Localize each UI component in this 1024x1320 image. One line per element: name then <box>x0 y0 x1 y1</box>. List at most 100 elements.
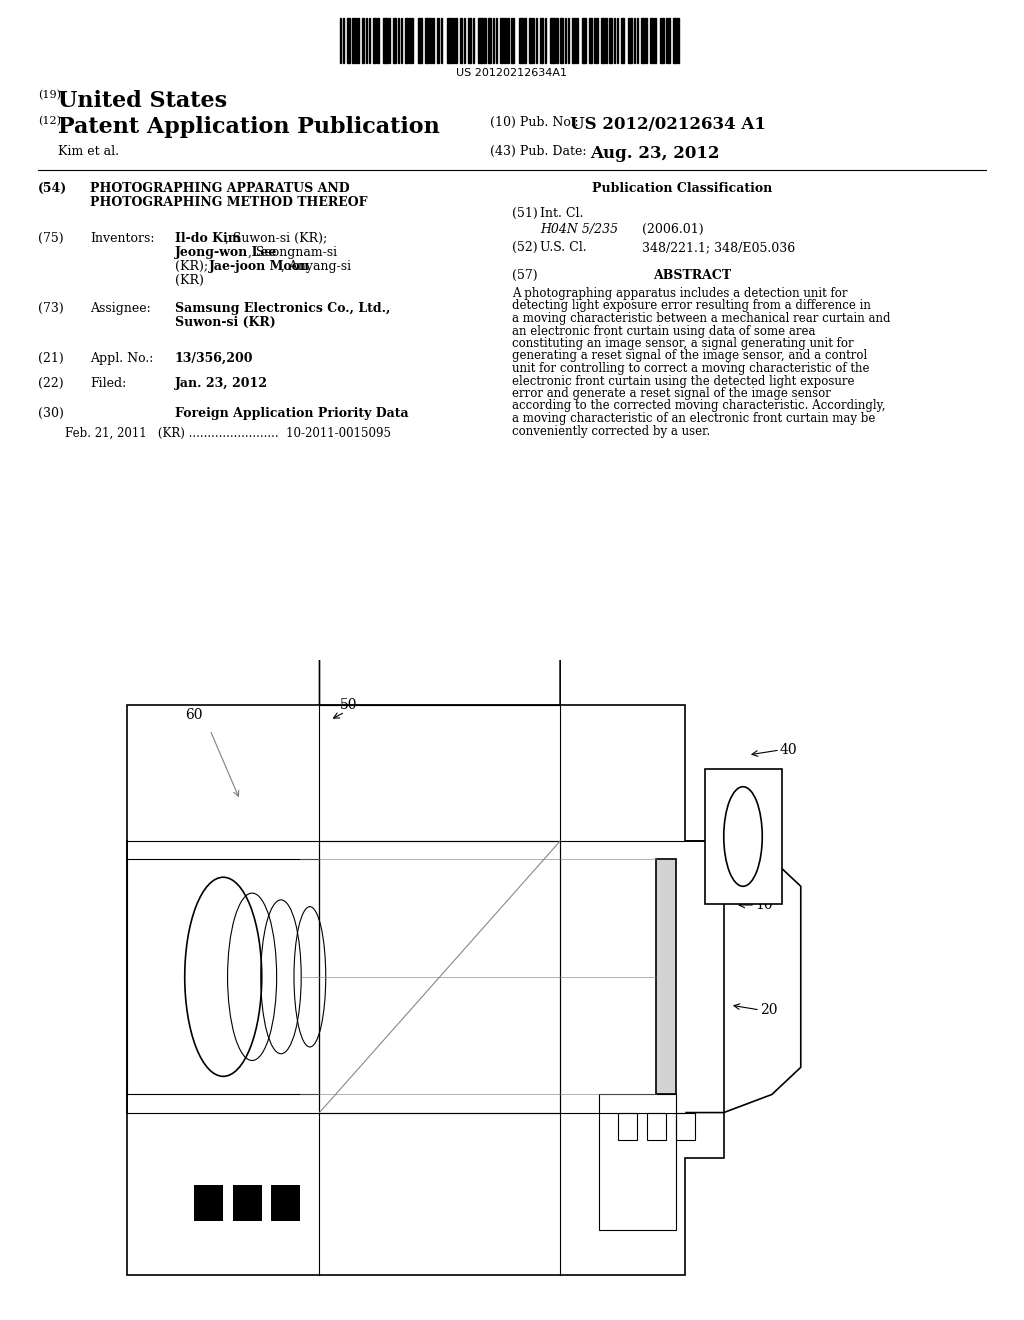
Bar <box>545 18 546 63</box>
Bar <box>383 18 387 63</box>
Text: Inventors:: Inventors: <box>90 232 155 246</box>
Text: Il-do Kim: Il-do Kim <box>175 232 241 246</box>
Bar <box>436 18 439 63</box>
Text: 348/221.1; 348/E05.036: 348/221.1; 348/E05.036 <box>642 242 796 253</box>
Text: unit for controlling to correct a moving characteristic of the: unit for controlling to correct a moving… <box>512 362 869 375</box>
Bar <box>453 18 454 63</box>
Text: (73): (73) <box>38 302 63 315</box>
Bar <box>673 18 676 63</box>
Bar <box>446 18 451 63</box>
Bar <box>425 18 428 63</box>
Text: according to the corrected moving characteristic. Accordingly,: according to the corrected moving charac… <box>512 400 886 412</box>
Text: Foreign Application Priority Data: Foreign Application Priority Data <box>175 407 409 420</box>
Bar <box>656 859 676 1094</box>
Text: 10: 10 <box>755 898 773 912</box>
Bar <box>541 18 543 63</box>
Bar <box>484 18 485 63</box>
Bar <box>628 18 633 63</box>
Bar <box>468 18 471 63</box>
Bar <box>432 18 433 63</box>
Bar <box>536 18 538 63</box>
Bar <box>500 18 503 63</box>
Text: (2006.01): (2006.01) <box>642 223 703 236</box>
Text: Publication Classification: Publication Classification <box>592 182 772 195</box>
Bar <box>637 18 638 63</box>
Text: Samsung Electronics Co., Ltd.,: Samsung Electronics Co., Ltd., <box>175 302 390 315</box>
Bar <box>599 1094 676 1230</box>
Text: 60: 60 <box>185 708 203 722</box>
Bar <box>378 18 379 63</box>
Text: Jan. 23, 2012: Jan. 23, 2012 <box>175 378 268 389</box>
Bar <box>616 18 618 63</box>
Bar <box>654 18 655 63</box>
Text: generating a reset signal of the image sensor, and a control: generating a reset signal of the image s… <box>512 350 867 363</box>
Text: (21): (21) <box>38 352 63 366</box>
Text: Kim et al.: Kim et al. <box>58 145 119 158</box>
Bar <box>347 18 350 63</box>
Bar <box>518 18 523 63</box>
Text: Feb. 21, 2011   (KR) ........................  10-2011-0015095: Feb. 21, 2011 (KR) .....................… <box>65 426 391 440</box>
Text: (19): (19) <box>38 90 61 100</box>
Text: a moving characteristic of an electronic front curtain may be: a moving characteristic of an electronic… <box>512 412 876 425</box>
Bar <box>429 18 431 63</box>
Bar <box>621 18 624 63</box>
Bar <box>659 18 665 63</box>
Text: a moving characteristic between a mechanical rear curtain and: a moving characteristic between a mechan… <box>512 312 891 325</box>
Text: (75): (75) <box>38 232 63 246</box>
Text: 13/356,200: 13/356,200 <box>175 352 254 366</box>
Bar <box>493 18 495 63</box>
Bar <box>343 18 344 63</box>
Bar <box>478 18 482 63</box>
Bar <box>589 18 592 63</box>
Text: Jae-joon Moon: Jae-joon Moon <box>209 260 309 273</box>
Text: an electronic front curtain using data of some area: an electronic front curtain using data o… <box>512 325 815 338</box>
Text: (51): (51) <box>512 207 538 220</box>
Text: Assignee:: Assignee: <box>90 302 151 315</box>
Text: (KR);: (KR); <box>175 260 212 273</box>
Bar <box>556 18 557 63</box>
Bar <box>389 18 390 63</box>
Bar <box>601 18 603 63</box>
Text: U.S. Cl.: U.S. Cl. <box>540 242 587 253</box>
Text: (43) Pub. Date:: (43) Pub. Date: <box>490 145 587 158</box>
Bar <box>232 1185 262 1221</box>
Text: Jeong-won Lee: Jeong-won Lee <box>175 246 278 259</box>
Bar <box>567 18 569 63</box>
Text: constituting an image sensor, a signal generating unit for: constituting an image sensor, a signal g… <box>512 337 854 350</box>
Bar <box>366 18 368 63</box>
Text: (10) Pub. No.:: (10) Pub. No.: <box>490 116 579 129</box>
Bar <box>650 18 652 63</box>
Bar <box>641 18 644 63</box>
Text: Patent Application Publication: Patent Application Publication <box>58 116 439 139</box>
Text: Suwon-si (KR): Suwon-si (KR) <box>175 315 275 329</box>
Bar <box>669 18 670 63</box>
Text: ABSTRACT: ABSTRACT <box>653 269 731 282</box>
Bar <box>504 18 506 63</box>
Bar <box>488 18 492 63</box>
Bar <box>400 18 402 63</box>
Bar <box>511 18 514 63</box>
Bar <box>565 18 566 63</box>
Text: error and generate a reset signal of the image sensor: error and generate a reset signal of the… <box>512 387 830 400</box>
Bar <box>460 18 463 63</box>
Text: United States: United States <box>58 90 227 112</box>
Bar <box>271 1185 300 1221</box>
Bar <box>582 18 587 63</box>
Text: (30): (30) <box>38 407 63 420</box>
Bar <box>397 18 399 63</box>
Bar <box>647 1113 666 1139</box>
Bar <box>634 18 635 63</box>
Text: Filed:: Filed: <box>90 378 126 389</box>
Bar <box>609 18 612 63</box>
Bar <box>605 18 606 63</box>
Text: (KR): (KR) <box>175 275 204 286</box>
Bar <box>676 1113 695 1139</box>
Text: 30: 30 <box>760 833 777 847</box>
Bar <box>351 18 356 63</box>
Bar <box>677 18 679 63</box>
Text: PHOTOGRAPHING APPARATUS AND: PHOTOGRAPHING APPARATUS AND <box>90 182 349 195</box>
Text: Appl. No.:: Appl. No.: <box>90 352 154 366</box>
Text: , Seongnam-si: , Seongnam-si <box>248 246 337 259</box>
Bar <box>550 18 555 63</box>
Bar <box>666 18 667 63</box>
